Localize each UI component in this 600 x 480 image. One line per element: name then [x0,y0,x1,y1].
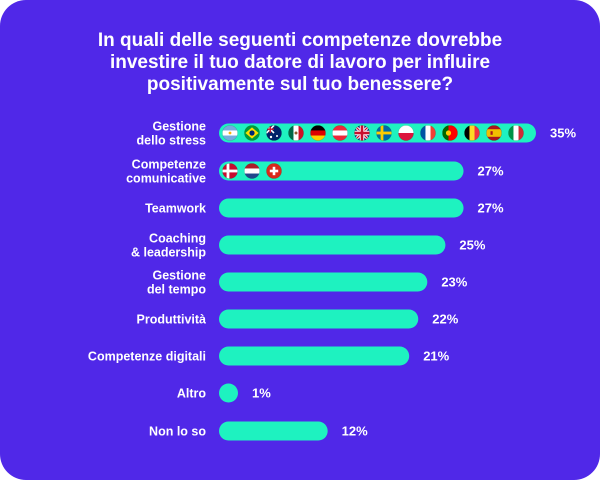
france-flag-icon [420,125,436,141]
mexico-flag-icon [288,125,304,141]
germany-flag-icon [310,125,326,141]
value-label: 12% [342,424,368,439]
value-label: 22% [432,312,458,327]
sweden-flag-icon [376,125,392,141]
switzerland-flag-icon [266,163,282,179]
value-label: 21% [423,349,449,364]
italy-flag-icon [508,125,524,141]
belgium-flag-icon [464,125,480,141]
value-label: 27% [478,164,504,179]
denmark-flag-icon [222,163,238,179]
category-label: Teamwork [145,202,206,216]
bar [219,309,419,329]
category-label: Non lo so [149,425,206,439]
brazil-flag-icon [244,125,260,141]
category-label: Gestione del tempo [147,269,206,297]
argentina-flag-icon [222,125,238,141]
category-label: Coaching & leadership [131,232,206,260]
bar [219,272,428,292]
value-label: 1% [252,386,271,401]
category-label: Gestione dello stress [137,120,207,148]
portugal-flag-icon [442,125,458,141]
value-label: 25% [459,238,485,253]
netherlands-flag-icon [244,163,260,179]
australia-flag-icon [266,125,282,141]
bar [219,346,410,366]
category-label: Produttività [137,313,206,327]
bar [219,235,446,255]
category-label: Altro [177,387,207,401]
spain-flag-icon [486,125,502,141]
category-label: Competenze digitali [88,350,206,364]
poland-flag-icon [398,125,414,141]
bar [219,161,464,181]
chart-title: In quali delle seguenti competenze dovre… [97,30,503,95]
bar [219,198,464,218]
austria-flag-icon [332,125,348,141]
value-label: 27% [478,201,504,216]
bar [219,421,328,441]
uk-flag-icon [354,125,370,141]
value-label: 23% [441,275,467,290]
category-label: Competenze comunicative [126,158,206,186]
bar [219,383,238,403]
value-label: 35% [550,126,576,141]
